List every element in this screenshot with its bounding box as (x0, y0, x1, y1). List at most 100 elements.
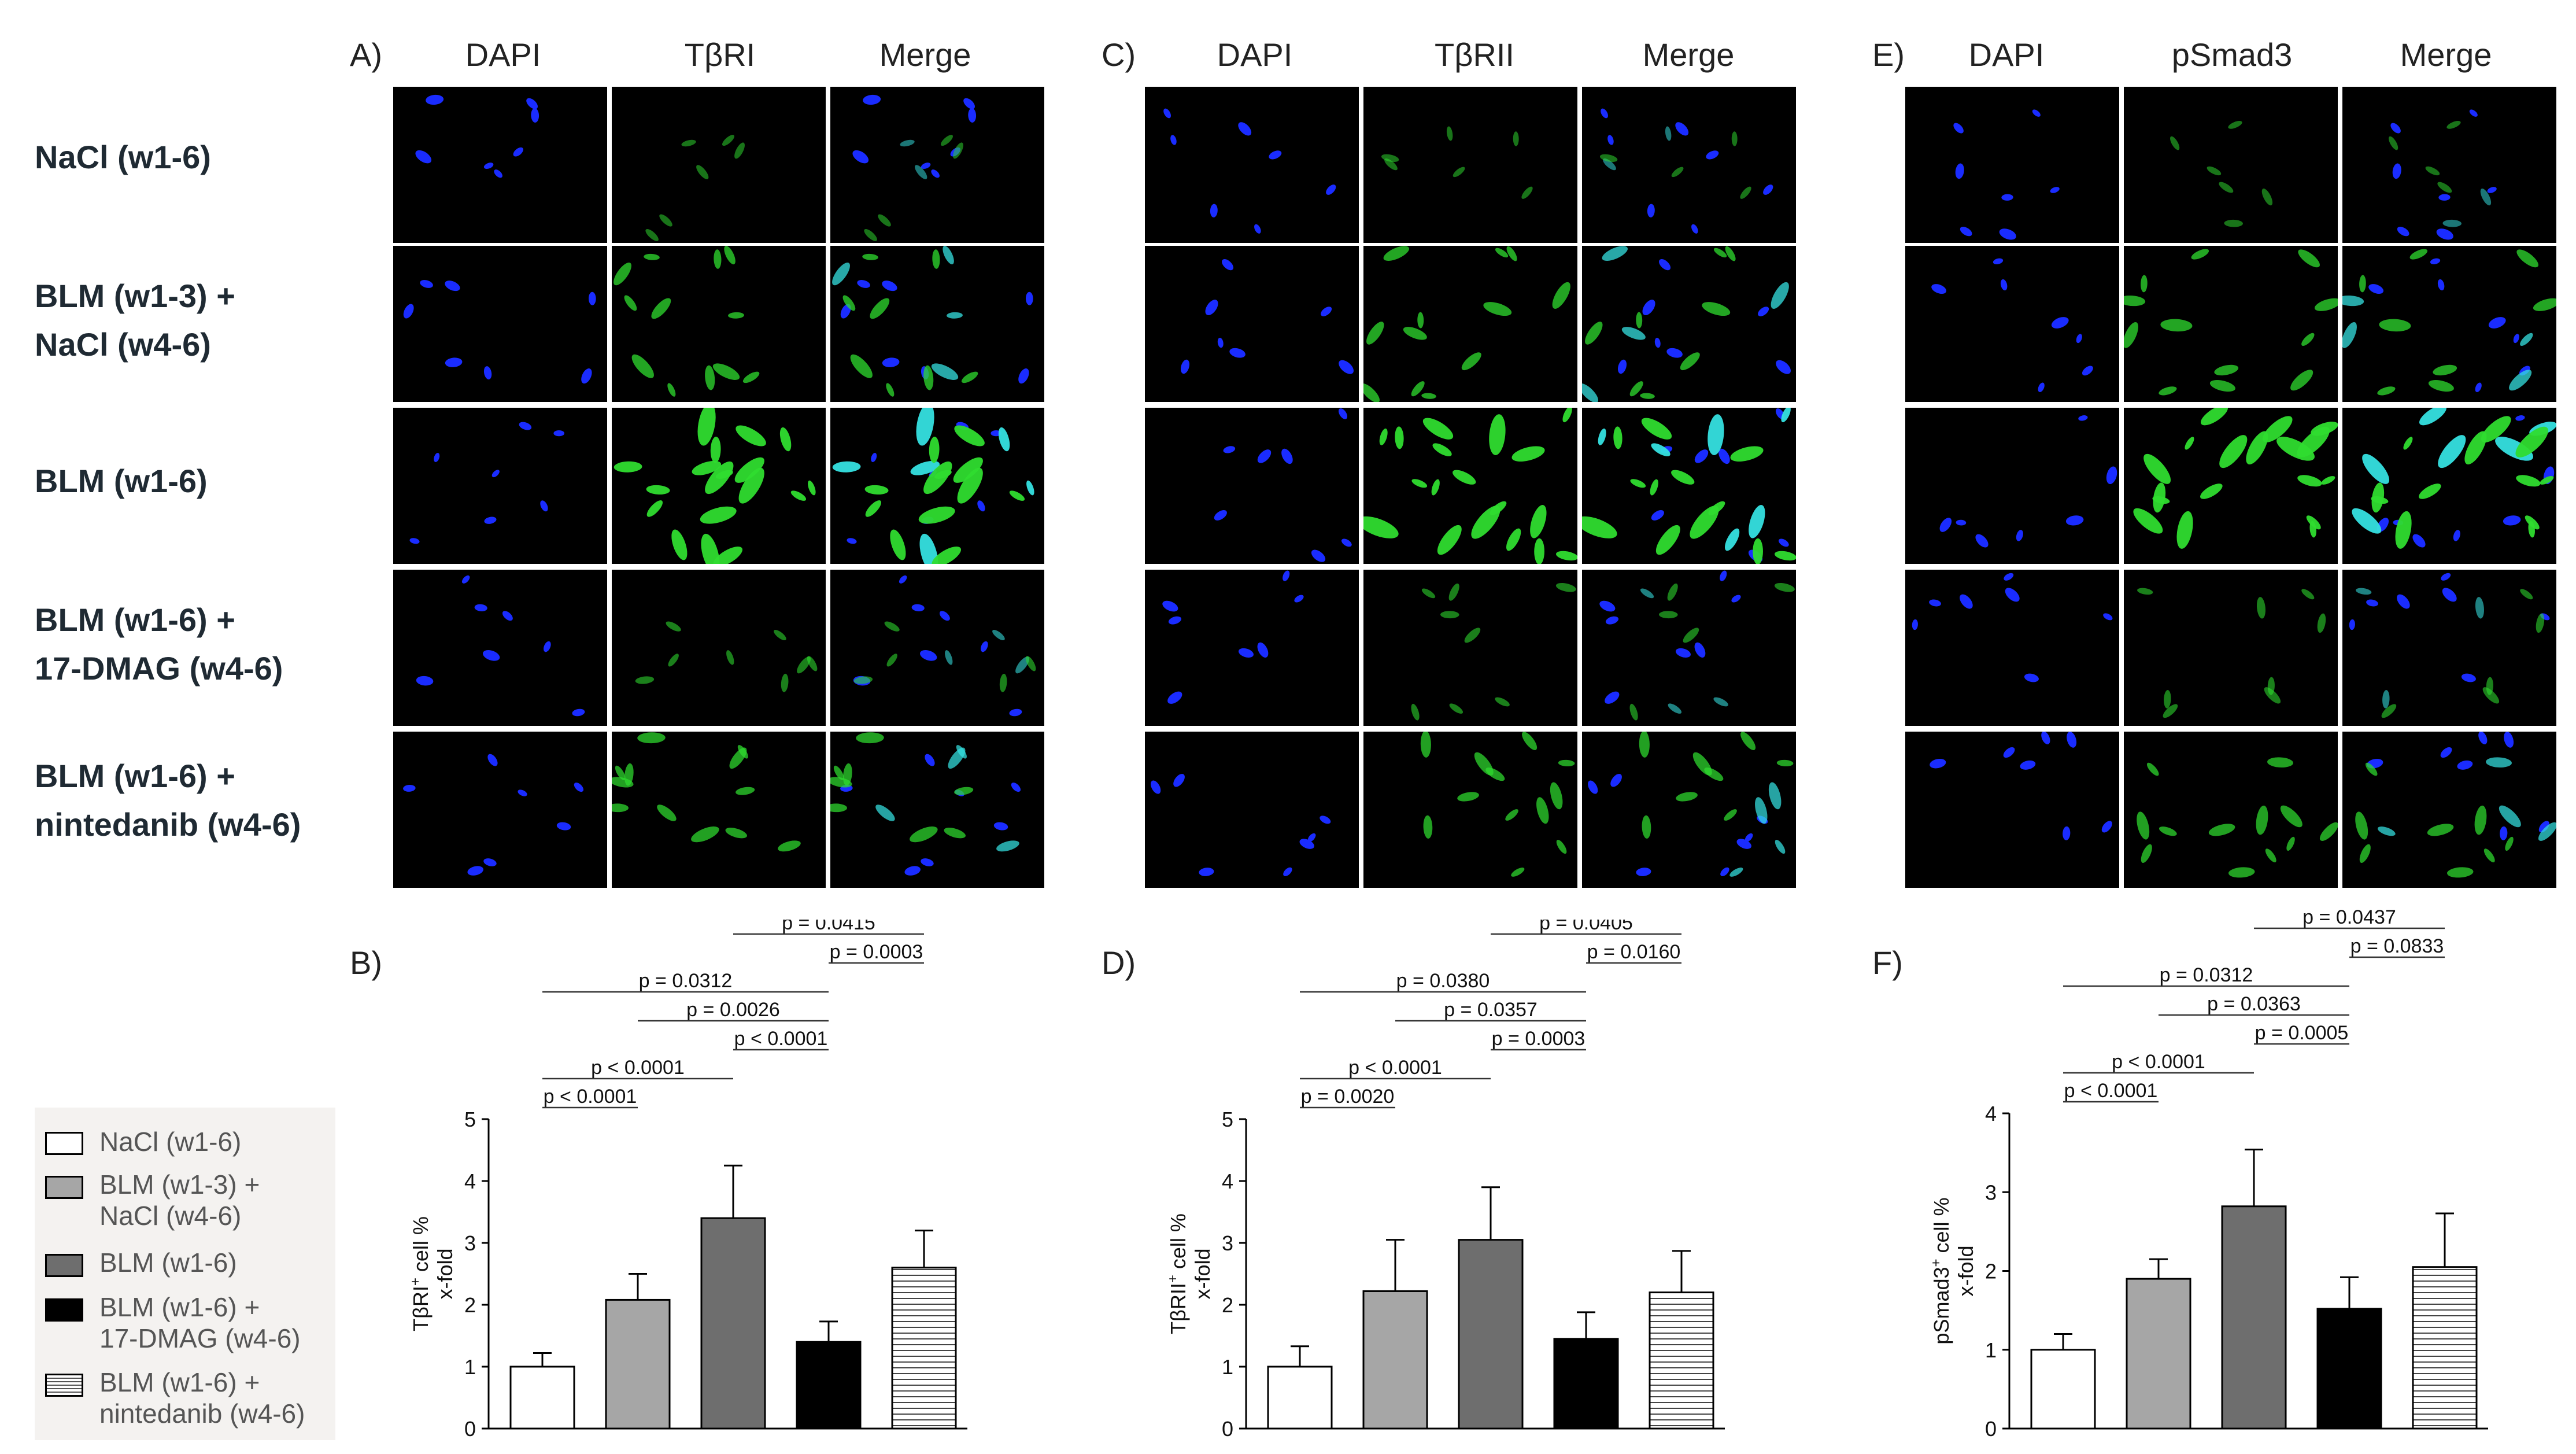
micrograph-dapi (393, 570, 607, 726)
col-header-tbrii: TβRII (1435, 36, 1514, 73)
col-header-dapi-e: DAPI (1968, 36, 2045, 73)
micrograph-merge (830, 732, 1044, 888)
micrograph-signal (612, 408, 826, 564)
micrograph-signal (1363, 246, 1577, 402)
y-tick-label: 0 (1985, 1417, 1997, 1441)
micrograph-merge (2342, 408, 2556, 564)
bar (700, 1217, 766, 1430)
y-tick-label: 1 (1222, 1355, 1233, 1379)
p-value-label: p = 0.0160 (1587, 941, 1681, 963)
panel-letter-e: E) (1872, 36, 1905, 73)
p-value-label: p = 0.0020 (1301, 1086, 1395, 1108)
p-value-label: p = 0.0437 (2302, 906, 2396, 928)
micrograph-signal (612, 246, 826, 402)
p-value-label: p = 0.0415 (782, 920, 875, 934)
p-value-label: p = 0.0363 (2207, 993, 2301, 1015)
y-tick-label: 2 (1222, 1293, 1233, 1317)
y-tick-label: 1 (464, 1355, 476, 1379)
y-axis-label: pSmad3+ cell % (1928, 1197, 1953, 1344)
p-value-label: p < 0.0001 (734, 1028, 828, 1050)
micrograph-dapi (1145, 246, 1359, 402)
micrograph-signal (612, 732, 826, 888)
micrograph-dapi (1145, 87, 1359, 243)
legend-swatch-blm (45, 1254, 83, 1277)
micrograph-signal (612, 87, 826, 243)
panel-letter-a: A) (350, 36, 382, 73)
micrograph-dapi (393, 408, 607, 564)
p-value-label: p = 0.0026 (686, 999, 780, 1021)
panel-letter-f: F) (1872, 944, 1903, 981)
micrograph-signal (1363, 570, 1577, 726)
col-header-merge-c: Merge (1642, 36, 1735, 73)
y-tick-label: 2 (464, 1293, 476, 1317)
micrograph-dapi (393, 246, 607, 402)
micrograph-merge (830, 570, 1044, 726)
legend-label-blm-nintedanib: BLM (w1-6) + nintedanib (w4-6) (99, 1367, 305, 1429)
y-tick-label: 0 (1222, 1417, 1233, 1441)
p-value-label: p = 0.0005 (2255, 1022, 2349, 1044)
bar (2030, 1349, 2096, 1430)
row-label-blm-nintedanib: BLM (w1-6) + nintedanib (w4-6) (35, 758, 301, 843)
bar (605, 1298, 671, 1430)
legend-label-blm: BLM (w1-6) (99, 1248, 237, 1278)
p-value-label: p < 0.0001 (2064, 1080, 2158, 1102)
bar (509, 1366, 575, 1430)
micrograph-signal (2124, 87, 2338, 243)
col-header-dapi-c: DAPI (1217, 36, 1293, 73)
legend-label-nacl: NaCl (w1-6) (99, 1127, 242, 1157)
p-value-label: p < 0.0001 (544, 1086, 637, 1108)
y-axis-label: TβRII+ cell % (1165, 1213, 1190, 1334)
p-value-label: p = 0.0312 (2160, 964, 2253, 986)
p-value-label: p < 0.0001 (1348, 1057, 1442, 1079)
micrograph-merge (2342, 732, 2556, 888)
micrograph-dapi (1905, 87, 2119, 243)
micrograph-signal (2124, 732, 2338, 888)
y-tick-label: 3 (464, 1231, 476, 1255)
micrograph-signal (2124, 408, 2338, 564)
micrograph-dapi (1145, 732, 1359, 888)
micrograph-dapi (1905, 408, 2119, 564)
bar (1649, 1291, 1714, 1430)
micrograph-dapi (393, 732, 607, 888)
col-header-tbri: TβRI (684, 36, 756, 73)
bar (2412, 1266, 2478, 1430)
micrograph-signal (612, 570, 826, 726)
p-value-label: p = 0.0003 (830, 941, 923, 963)
micrograph-merge (1582, 732, 1796, 888)
micrograph-signal (2124, 246, 2338, 402)
bar (1458, 1239, 1524, 1430)
p-value-label: p = 0.0003 (1492, 1028, 1585, 1050)
bar (2126, 1278, 2191, 1430)
micrograph-merge (830, 246, 1044, 402)
micrograph-signal (1363, 732, 1577, 888)
micrograph-merge (1582, 87, 1796, 243)
row-label-nacl: NaCl (w1-6) (35, 139, 211, 175)
col-header-dapi-a: DAPI (465, 36, 541, 73)
micrograph-dapi (393, 87, 607, 243)
p-value-label: p = 0.0405 (1539, 920, 1633, 934)
y-tick-label: 1 (1985, 1338, 1997, 1362)
y-axis-label-line2: x-fold (433, 1248, 457, 1299)
legend-swatch-blm-17dmag (45, 1298, 83, 1322)
micrograph-merge (830, 408, 1044, 564)
micrograph-dapi (1145, 570, 1359, 726)
micrograph-merge (1582, 408, 1796, 564)
p-value-label: p = 0.0312 (639, 970, 733, 992)
micrograph-dapi (1145, 408, 1359, 564)
micrograph-dapi (1905, 732, 2119, 888)
micrograph-signal (1363, 87, 1577, 243)
y-tick-label: 3 (1222, 1231, 1233, 1255)
panel-letter-b: B) (350, 944, 382, 981)
row-label-blm-nacl: BLM (w1-3) + NaCl (w4-6) (35, 278, 235, 363)
bar (1362, 1290, 1428, 1430)
row-label-blm-17dmag: BLM (w1-6) +17-DMAG (w4-6) (35, 601, 283, 687)
micrograph-merge (830, 87, 1044, 243)
y-axis-label: TβRI+ cell % (408, 1216, 433, 1331)
bar (2316, 1308, 2382, 1430)
legend-swatch-nacl (45, 1132, 83, 1155)
bar (2221, 1205, 2287, 1430)
y-axis-label-line2: x-fold (1191, 1248, 1214, 1299)
col-header-psmad3: pSmad3 (2171, 36, 2293, 73)
